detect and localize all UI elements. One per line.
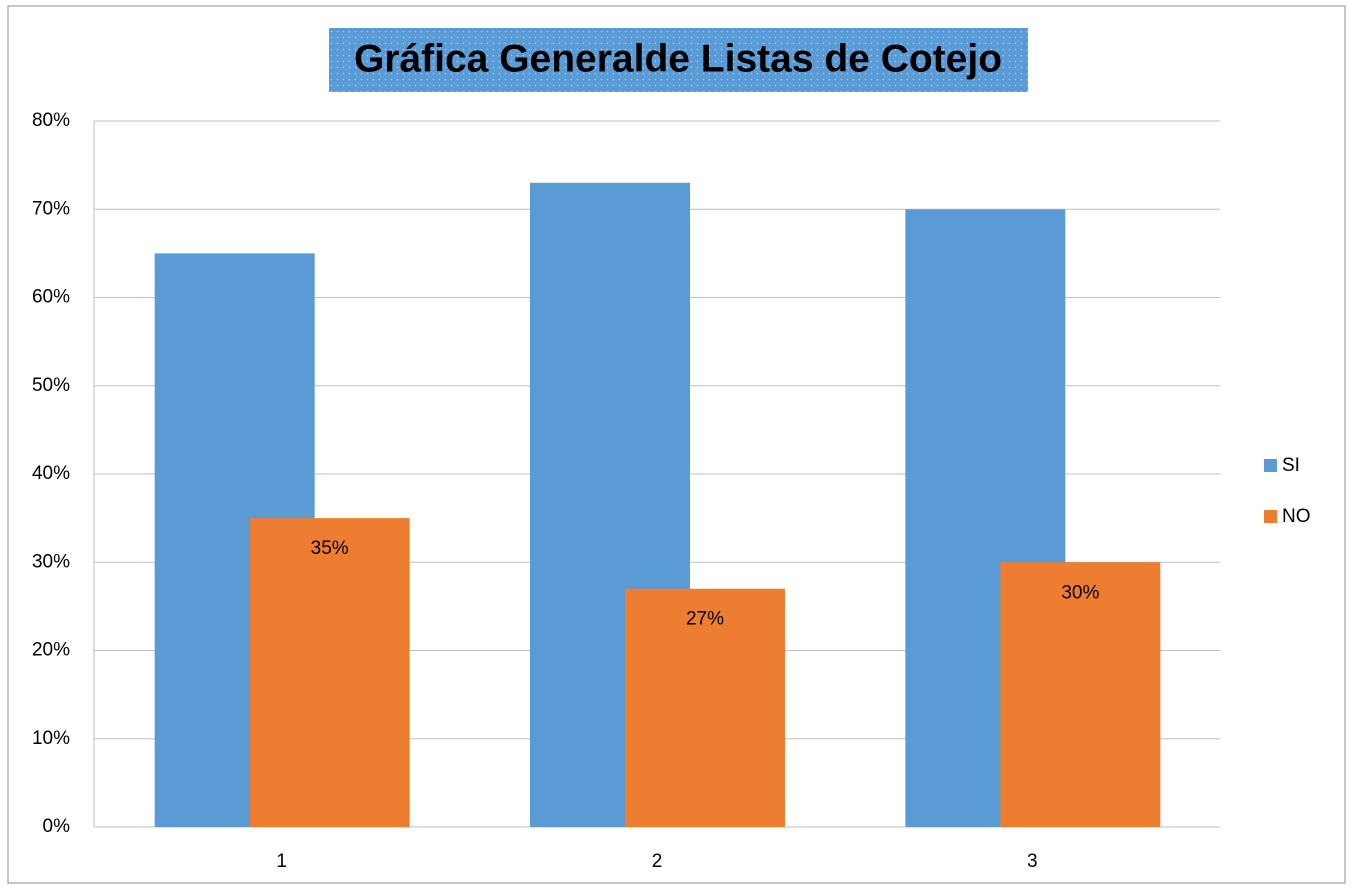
legend-swatch xyxy=(1264,510,1277,523)
y-tick-label: 70% xyxy=(32,198,70,219)
y-tick-label: 0% xyxy=(43,816,71,837)
y-tick-label: 30% xyxy=(32,551,70,572)
y-tick-label: 50% xyxy=(32,375,70,396)
x-tick-label: 3 xyxy=(1027,851,1038,872)
y-tick-label: 60% xyxy=(32,287,70,308)
bar xyxy=(625,588,785,827)
data-label: 35% xyxy=(311,538,349,559)
title-background xyxy=(329,28,1028,92)
y-tick-label: 80% xyxy=(32,110,70,131)
data-label: 27% xyxy=(686,609,724,630)
y-tick-label: 40% xyxy=(32,463,70,484)
x-tick-label: 2 xyxy=(652,851,663,872)
legend-swatch xyxy=(1264,459,1277,472)
y-tick-label: 10% xyxy=(32,728,70,749)
y-tick-label: 20% xyxy=(32,640,70,661)
data-label: 30% xyxy=(1061,582,1099,603)
chart-title: Gráfica Generalde Listas de Cotejo xyxy=(354,37,1002,80)
x-tick-label: 1 xyxy=(276,851,287,872)
bar xyxy=(1000,562,1161,827)
legend-label: SI xyxy=(1282,455,1300,476)
legend-label: NO xyxy=(1282,506,1311,527)
bar xyxy=(249,518,410,827)
